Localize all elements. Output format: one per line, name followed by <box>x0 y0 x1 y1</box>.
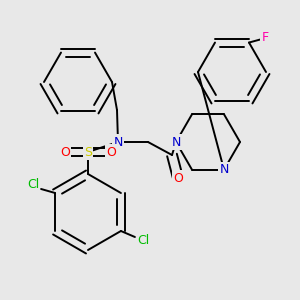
Text: N: N <box>171 136 181 148</box>
Text: O: O <box>173 172 183 184</box>
Text: Cl: Cl <box>27 178 39 191</box>
Text: F: F <box>261 31 268 44</box>
Text: N: N <box>219 163 229 176</box>
Text: O: O <box>60 146 70 158</box>
Text: S: S <box>84 146 92 158</box>
Text: Cl: Cl <box>137 235 149 248</box>
Text: N: N <box>113 136 123 148</box>
Text: O: O <box>106 146 116 158</box>
